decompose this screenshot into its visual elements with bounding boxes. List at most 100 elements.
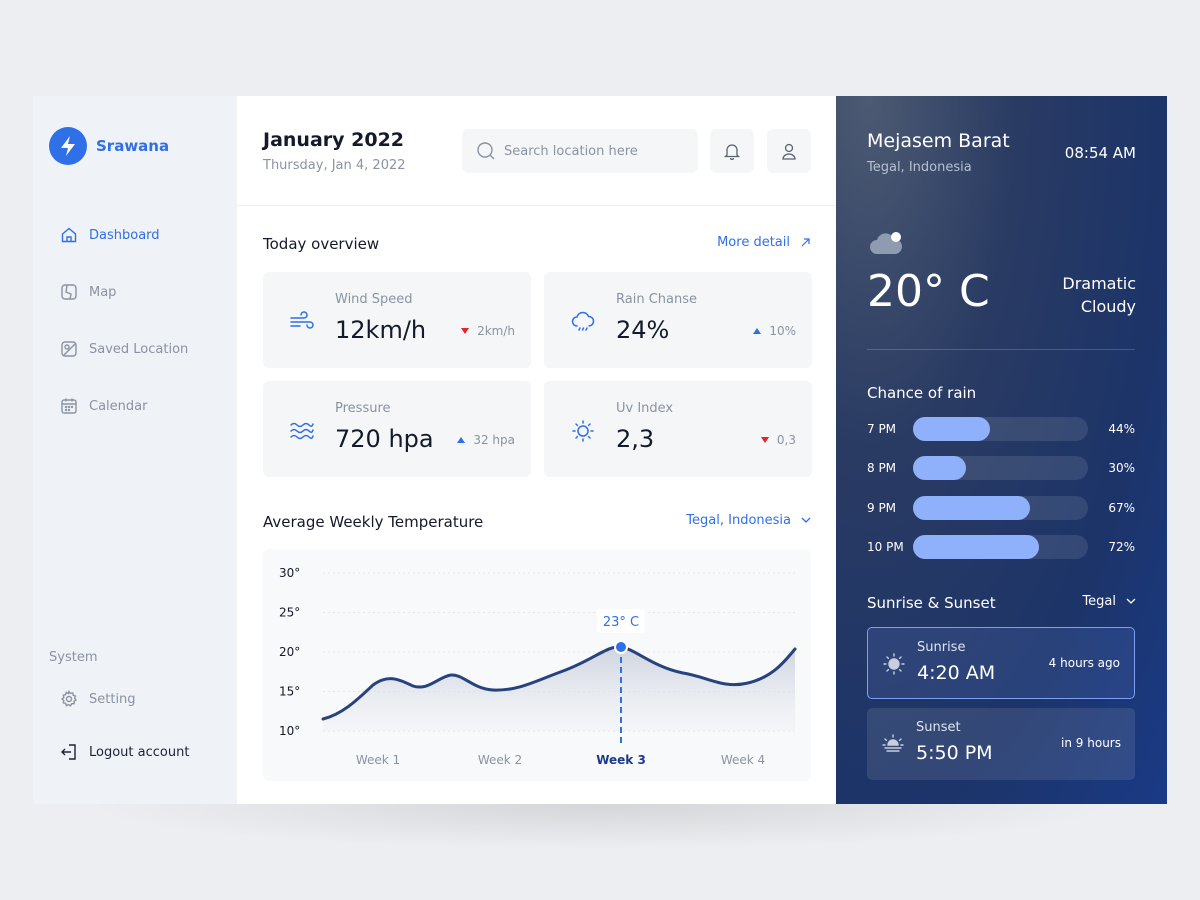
sunset-card[interactable]: Sunset 5:50 PM in 9 hours: [867, 708, 1135, 780]
rain-percent: 67%: [1108, 501, 1135, 515]
trend-up-icon: [753, 328, 762, 334]
trend-down-icon: [461, 328, 470, 334]
sidebar-item-calendar[interactable]: Calendar: [60, 394, 188, 418]
sidebar-item-label: Calendar: [89, 398, 148, 414]
x-tick-label: Week 3: [596, 753, 646, 767]
sidebar-item-label: Setting: [89, 691, 136, 707]
sidebar: Srawana Dashboard Map Saved Location Cal…: [33, 96, 237, 804]
location-dropdown-label: Tegal, Indonesia: [686, 513, 791, 528]
chart-svg: 30° 25° 20° 15° 10° 23° C Week 1 Week 2 Week 3…: [279, 566, 797, 767]
y-tick-label: 15°: [279, 685, 300, 699]
arrow-up-right-icon: [801, 238, 810, 247]
rain-bar-fill: [913, 456, 966, 480]
pressure-card[interactable]: Pressure 720 hpa 32 hpa: [263, 381, 531, 477]
highlight-label: 23° C: [603, 615, 639, 630]
temperature-line: [321, 645, 797, 721]
sunrise-label: Sunrise: [917, 640, 966, 655]
weather-condition: Dramatic Cloudy: [1016, 272, 1136, 318]
rain-time: 7 PM: [867, 422, 897, 436]
card-value: 12km/h: [335, 316, 427, 344]
trend-down-icon: [760, 437, 769, 443]
lightning-logo-icon: [49, 127, 87, 165]
sunrise-card[interactable]: Sunrise 4:20 AM 4 hours ago: [867, 627, 1135, 699]
profile-button[interactable]: [767, 129, 811, 173]
header: January 2022 Thursday, Jan 4, 2022 Searc…: [237, 96, 836, 206]
card-delta-value: 32 hpa: [473, 433, 515, 447]
sunrise-relative: 4 hours ago: [1048, 656, 1120, 670]
sunset-icon: [882, 734, 904, 752]
more-detail-link[interactable]: More detail: [717, 235, 811, 250]
rain-percent: 30%: [1108, 461, 1135, 475]
card-label: Pressure: [335, 401, 391, 416]
card-delta: 32 hpa: [457, 433, 515, 447]
logout-button[interactable]: Logout account: [60, 740, 189, 764]
user-icon: [782, 143, 796, 160]
chance-of-rain-title: Chance of rain: [867, 384, 977, 402]
sunrise-icon: [883, 653, 905, 675]
card-label: Wind Speed: [335, 292, 413, 307]
y-tick-label: 10°: [279, 724, 300, 738]
current-time: 08:54 AM: [1064, 144, 1136, 162]
weekly-temp-chart: 30° 25° 20° 15° 10° 23° C Week 1 Week 2 Week 3…: [263, 549, 811, 781]
sidebar-item-setting[interactable]: Setting: [60, 687, 136, 711]
brand[interactable]: Srawana: [49, 127, 169, 165]
search-placeholder: Search location here: [504, 143, 638, 159]
card-delta: 10%: [753, 324, 796, 338]
divider: [867, 349, 1135, 350]
today-overview-title: Today overview: [263, 235, 380, 253]
waves-icon: [290, 422, 314, 440]
condition-line-2: Cloudy: [1080, 297, 1136, 316]
card-label: Rain Chanse: [616, 292, 697, 307]
weekly-temp-title: Average Weekly Temperature: [263, 513, 484, 531]
rain-chance-card[interactable]: Rain Chanse 24% 10%: [544, 272, 812, 368]
rain-bar-track: [913, 456, 1088, 480]
sidebar-item-saved-location[interactable]: Saved Location: [60, 337, 188, 361]
more-detail-label: More detail: [717, 235, 790, 250]
sidebar-item-label: Map: [89, 284, 117, 300]
calendar-icon: [61, 398, 77, 414]
sun-location-dropdown[interactable]: Tegal: [1082, 594, 1136, 609]
map-icon: [61, 284, 77, 300]
sunset-relative: in 9 hours: [1061, 736, 1121, 750]
page-title: January 2022: [263, 129, 405, 151]
location-name: Mejasem Barat: [867, 130, 1010, 152]
chevron-down-icon: [801, 517, 811, 523]
logout-label: Logout account: [89, 744, 190, 760]
rain-cloud-icon: [571, 311, 595, 331]
sidebar-item-label: Dashboard: [89, 227, 160, 243]
sun-icon: [572, 420, 594, 442]
card-value: 24%: [616, 316, 670, 344]
y-tick-label: 30°: [279, 566, 300, 580]
app-window: Srawana Dashboard Map Saved Location Cal…: [33, 96, 1167, 804]
card-delta: 0,3: [760, 433, 796, 447]
rain-bar-fill: [913, 496, 1031, 520]
card-value: 720 hpa: [335, 425, 434, 453]
highlight-point[interactable]: [614, 640, 628, 654]
gear-icon: [60, 690, 78, 707]
search-input[interactable]: Search location here: [462, 129, 698, 173]
rain-row: 10 PM 72%: [867, 535, 1135, 559]
card-delta: 2km/h: [461, 324, 515, 338]
sun-location-label: Tegal: [1082, 594, 1116, 609]
card-value: 2,3: [616, 425, 655, 453]
notifications-button[interactable]: [710, 129, 754, 173]
wind-speed-card[interactable]: Wind Speed 12km/h 2km/h: [263, 272, 531, 368]
sidebar-nav: Dashboard Map Saved Location Calendar: [60, 223, 188, 451]
rain-bar-track: [913, 496, 1088, 520]
setting-nav: Setting: [60, 687, 136, 744]
sidebar-item-dashboard[interactable]: Dashboard: [60, 223, 188, 247]
card-delta-value: 2km/h: [477, 324, 515, 338]
chevron-down-icon: [1126, 598, 1136, 604]
sunrise-sunset-title: Sunrise & Sunset: [867, 594, 996, 612]
uv-index-card[interactable]: Uv Index 2,3 0,3: [544, 381, 812, 477]
search-icon: [477, 142, 495, 160]
temperature-area: [323, 646, 795, 731]
current-temperature: 20° C: [867, 266, 990, 317]
sidebar-item-map[interactable]: Map: [60, 280, 188, 304]
wind-icon: [290, 311, 314, 329]
location-dropdown[interactable]: Tegal, Indonesia: [686, 513, 811, 528]
brand-name: Srawana: [96, 137, 170, 155]
card-delta-value: 0,3: [776, 433, 796, 447]
system-section-label: System: [49, 650, 98, 665]
cloudy-weather-icon: [870, 232, 903, 254]
